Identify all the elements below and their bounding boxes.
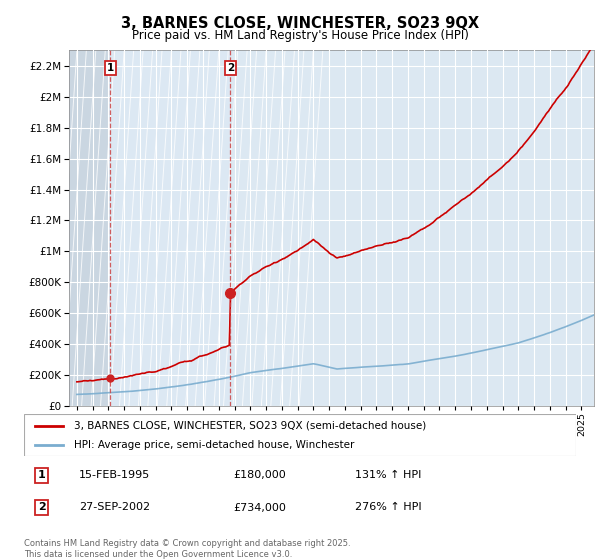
Text: 3, BARNES CLOSE, WINCHESTER, SO23 9QX: 3, BARNES CLOSE, WINCHESTER, SO23 9QX [121,16,479,31]
Text: 3, BARNES CLOSE, WINCHESTER, SO23 9QX (semi-detached house): 3, BARNES CLOSE, WINCHESTER, SO23 9QX (s… [74,421,426,431]
Text: Contains HM Land Registry data © Crown copyright and database right 2025.
This d: Contains HM Land Registry data © Crown c… [24,539,350,559]
Text: 2: 2 [227,63,234,73]
Text: £180,000: £180,000 [234,470,287,480]
Text: 2: 2 [38,502,46,512]
Text: 1: 1 [38,470,46,480]
Text: 27-SEP-2002: 27-SEP-2002 [79,502,151,512]
Text: 131% ↑ HPI: 131% ↑ HPI [355,470,422,480]
Text: 276% ↑ HPI: 276% ↑ HPI [355,502,422,512]
Text: HPI: Average price, semi-detached house, Winchester: HPI: Average price, semi-detached house,… [74,440,354,450]
Text: 1: 1 [107,63,114,73]
Text: £734,000: £734,000 [234,502,287,512]
Text: 15-FEB-1995: 15-FEB-1995 [79,470,151,480]
Text: Price paid vs. HM Land Registry's House Price Index (HPI): Price paid vs. HM Land Registry's House … [131,29,469,42]
